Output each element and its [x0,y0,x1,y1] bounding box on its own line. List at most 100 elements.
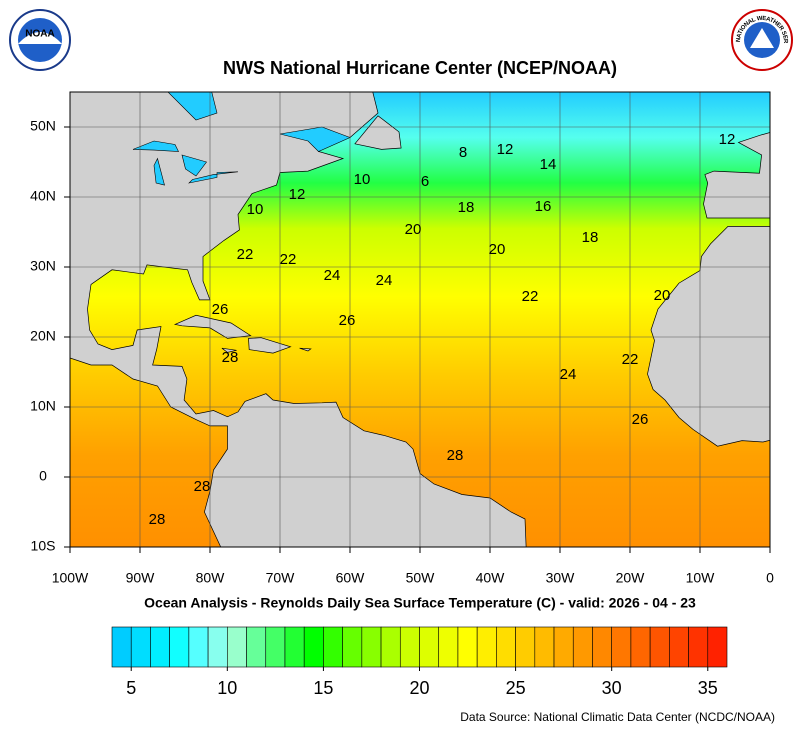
colorbar-swatch [399,626,420,668]
colorbar-swatch [130,626,151,668]
colorbar-swatch [553,626,574,668]
bay [118,92,218,121]
subtitle: Ocean Analysis - Reynolds Daily Sea Surf… [144,595,696,611]
x-tick-label: 60W [336,570,366,586]
colorbar-swatch [611,626,632,668]
colorbar-swatch [188,626,209,668]
contour-label: 20 [489,241,506,258]
land [354,115,402,150]
colorbar-swatch [476,626,497,668]
colorbar-swatch [630,626,651,668]
colorbar-swatch [342,626,363,668]
colorbar-label: 25 [506,678,526,698]
colorbar-swatch [457,626,478,668]
colorbar-swatch [246,626,267,668]
x-tick-label: 20W [616,570,646,586]
contour-label: 22 [237,246,254,263]
lake [181,154,208,177]
y-tick-label: 40N [30,188,56,204]
colorbar-swatch [707,626,728,668]
colorbar-swatch [592,626,612,668]
contour-label: 12 [497,141,514,158]
y-tick-label: 30N [30,258,56,274]
colorbar-swatch [361,626,382,668]
contour-label: 28 [149,511,166,528]
contour-label: 28 [194,478,211,495]
contour-label: 18 [458,199,475,216]
colorbar-label: 30 [602,678,622,698]
lake [132,140,179,152]
contour-label: 22 [622,351,639,368]
land [703,132,770,219]
land [299,347,312,352]
colorbar-label: 35 [698,678,718,698]
colorbar-swatch [688,626,709,668]
contour-label: 24 [324,267,341,284]
x-tick-label: 80W [196,570,226,586]
contour-label: 26 [212,301,229,318]
noaa-logo: NOAA [9,9,71,71]
colorbar-label: 10 [217,678,237,698]
x-tick-label: 90W [126,570,156,586]
lake [153,157,165,186]
contour-label: 20 [654,287,671,304]
logo-text-path: NATIONAL WEATHER SERVICE [0,0,789,44]
logo-text: NATIONAL WEATHER SERVICE [0,0,789,44]
contour-label: 12 [719,131,736,148]
contour-label: 16 [535,198,552,215]
gulf [279,126,351,152]
colorbar-swatch [419,626,440,668]
contour-label: 28 [447,447,464,464]
logo-text: NOAA [25,29,54,40]
colorbar-swatch [207,626,228,668]
x-tick-label: 10W [686,570,716,586]
chart-title: NWS National Hurricane Center (NCEP/NOAA… [223,58,617,78]
colorbar-swatch [323,626,343,668]
y-tick-label: 0 [39,468,47,484]
colorbar-swatch [515,626,536,668]
contour-label: 18 [582,229,599,246]
source: Data Source: National Climatic Data Cent… [460,710,775,724]
contour-label: 28 [222,349,239,366]
lake [188,171,239,184]
colorbar-label: 5 [126,678,136,698]
contour-label: 10 [247,201,264,218]
contour-label: 24 [560,366,577,383]
x-tick-label: 0 [766,570,774,586]
colorbar-swatch [649,626,670,668]
colorbar-swatch [150,626,170,668]
x-tick-label: 40W [476,570,506,586]
land [647,226,770,447]
x-tick-label: 30W [546,570,576,586]
colorbar-swatch [496,626,516,668]
contour-label: 14 [540,156,557,173]
contour-label: 12 [289,186,306,203]
contour-label: 26 [339,312,356,329]
y-tick-label: 10S [31,538,56,554]
map: 8 12 14 12 6 10 12 10 18 16 18 20 20 22 22 24 24 22 20 26 26… [70,92,770,547]
colorbar-swatch [534,626,555,668]
land [221,347,237,353]
colorbar-label: 20 [409,678,429,698]
colorbar-label: 15 [313,678,333,698]
colorbar-swatch [669,626,689,668]
colorbar-swatch [303,626,324,668]
contour-label: 22 [280,251,297,268]
contour-label: 10 [354,171,371,188]
y-tick-label: 50N [30,118,56,134]
x-tick-label: 50W [406,570,436,586]
colorbar-swatch [265,626,286,668]
contour-label: 6 [421,173,429,190]
contour-label: 24 [376,272,393,289]
contour-label: 26 [632,411,649,428]
colorbar-swatch [438,626,459,668]
colorbar-swatch [284,626,305,668]
contour-label: 20 [405,221,422,238]
y-tick-label: 10N [30,398,56,414]
contour-label: 8 [459,144,467,161]
colorbar-swatch [169,626,190,668]
x-tick-label: 100W [52,570,89,586]
colorbar-swatch [227,626,247,668]
colorbar-swatch [380,626,401,668]
